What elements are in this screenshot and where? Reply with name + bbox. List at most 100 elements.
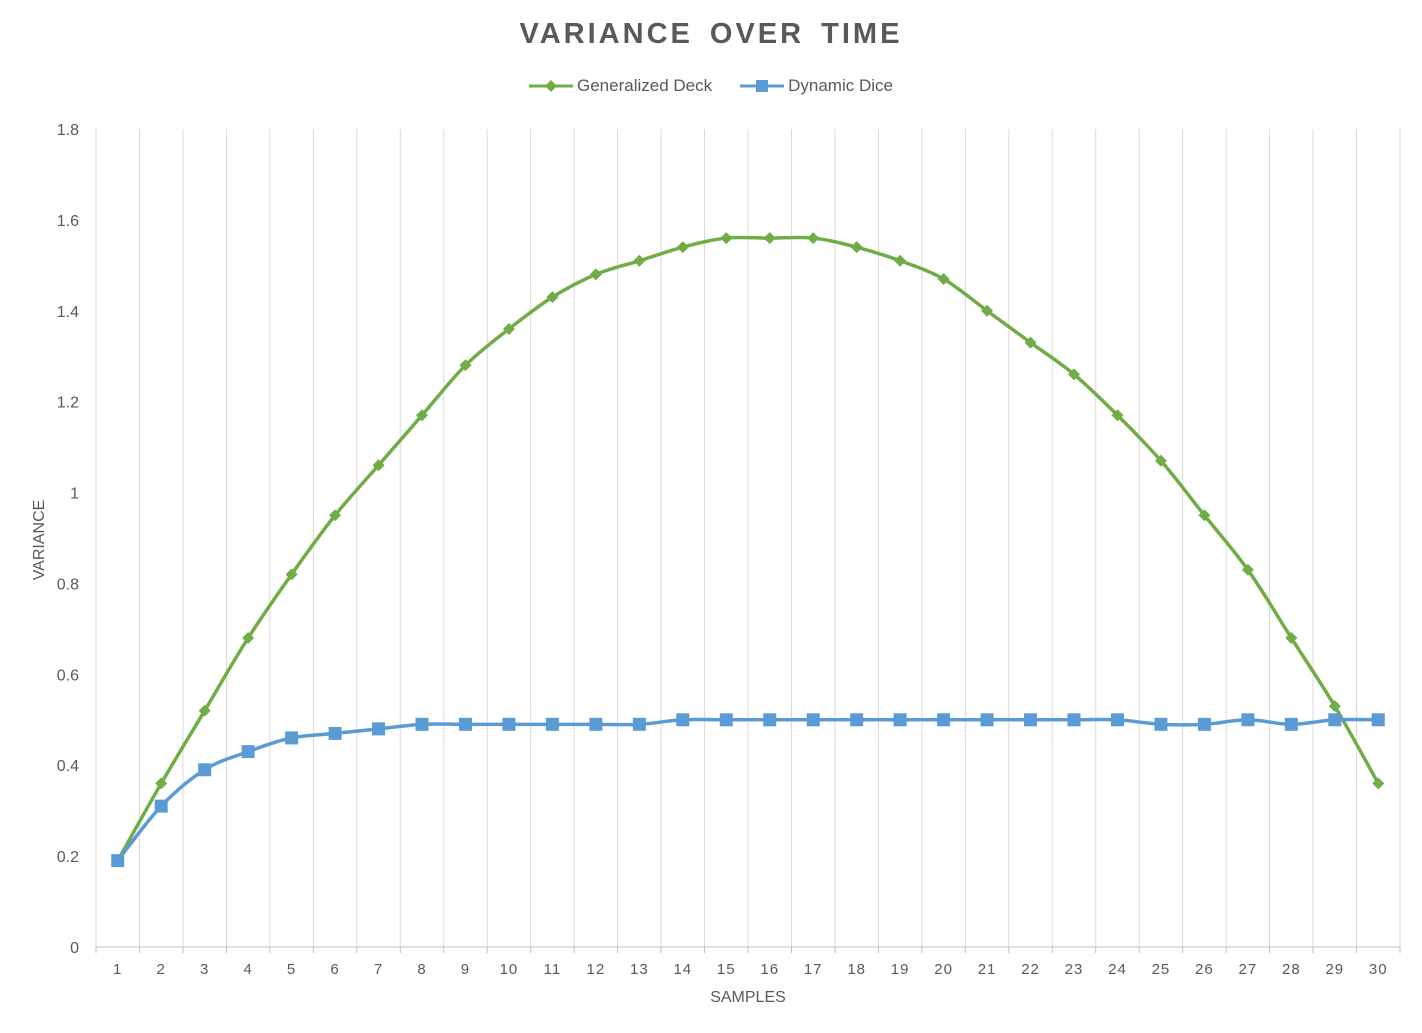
data-point-square [502,717,516,731]
x-tick-label: 6 [330,961,339,978]
data-point-diamond [459,359,472,372]
y-tick-label: 0.4 [57,758,79,775]
x-tick-label: 28 [1282,961,1301,978]
legend-label-series-2: Dynamic Dice [788,76,893,95]
x-tick-label: 10 [500,961,519,978]
data-point-diamond [242,631,255,644]
data-point-diamond [416,409,428,422]
data-point-square [719,713,733,727]
x-tick-label: 21 [978,961,997,978]
data-point-diamond [329,509,342,522]
axes: 00.20.40.60.811.21.41.61.81 2 3 4 5 6 7 8 9 10 11 1… [57,122,1401,978]
data-point-square [1284,717,1298,731]
data-point-diamond [763,232,776,245]
x-tick-label: 25 [1152,961,1171,978]
x-tick-label: 13 [630,961,649,978]
y-tick-label: 1.2 [57,395,79,412]
data-point-square [328,726,342,740]
data-point-diamond [1328,700,1341,713]
x-tick-label: 8 [417,961,426,978]
data-point-diamond [372,459,385,472]
x-tick-label: 19 [891,961,910,978]
legend-swatch-square-icon [740,80,785,92]
x-tick-label: 12 [587,961,606,978]
y-tick-label: 0.2 [57,849,79,866]
data-point-square [1371,713,1385,727]
x-tick-label: 23 [1065,961,1084,978]
y-tick-label: 1.4 [57,304,79,321]
x-tick-label: 30 [1369,961,1388,978]
data-point-square [806,713,820,727]
data-point-square [980,713,994,727]
data-point-square [589,717,603,731]
x-tick-label: 15 [717,961,736,978]
data-point-diamond [1241,563,1254,576]
data-point-diamond [1198,509,1211,522]
x-tick-label: 22 [1021,961,1040,978]
y-tick-label: 0.8 [57,576,79,593]
data-point-diamond [720,232,733,245]
x-tick-label: 2 [157,961,166,978]
data-point-diamond [502,322,515,335]
x-tick-label: 29 [1325,961,1344,978]
data-point-diamond [1068,368,1080,381]
y-tick-label: 0.6 [57,667,79,684]
chart-legend: Generalized Deck Dynamic Dice [0,76,1422,96]
data-point-diamond [1372,777,1385,790]
x-tick-label: 24 [1108,961,1127,978]
y-tick-label: 1.6 [57,213,79,230]
data-point-diamond [1024,336,1037,349]
data-point-diamond [589,268,602,281]
data-point-diamond [1154,454,1167,467]
data-point-diamond [546,291,559,304]
x-tick-label: 26 [1195,961,1214,978]
data-point-diamond [981,304,994,317]
data-point-diamond [894,254,907,267]
data-point-square [1154,717,1168,731]
legend-label-series-1: Generalized Deck [577,76,713,95]
data-point-diamond [1111,409,1124,422]
data-point-square [1328,713,1342,727]
data-point-square [937,713,951,727]
data-point-square [763,713,777,727]
series-line [116,235,1380,862]
y-tick-label: 0 [70,940,79,957]
data-point-diamond [633,254,646,267]
x-tick-label: 18 [847,961,866,978]
data-point-square [111,854,125,868]
legend-item-series-2: Dynamic Dice [740,76,893,96]
x-tick-label: 16 [760,961,779,978]
data-point-square [285,731,299,745]
data-point-diamond [676,241,689,254]
x-tick-label: 3 [200,961,209,978]
data-point-square [415,717,429,731]
legend-swatch-diamond-icon [529,80,573,92]
data-point-square [1241,713,1255,727]
data-point-diamond [937,272,950,285]
legend-item-series-1: Generalized Deck [529,76,712,96]
chart-title: VARIANCE OVER TIME [519,18,903,50]
data-point-diamond [155,777,168,790]
y-tick-label: 1 [70,486,79,503]
x-tick-label: 7 [374,961,383,978]
y-tick-label: 1.8 [57,122,79,139]
x-tick-label: 20 [934,961,953,978]
data-point-square [198,763,212,777]
data-point-square [850,713,864,727]
data-point-square [1110,713,1124,727]
x-axis-title: SAMPLES [710,989,786,1006]
data-point-square [154,799,168,813]
x-tick-label: 4 [243,961,252,978]
x-tick-label: 17 [804,961,823,978]
x-tick-label: 14 [673,961,692,978]
data-point-square [458,717,472,731]
x-tick-label: 9 [461,961,470,978]
data-point-diamond [850,241,863,254]
gridlines [95,129,1401,947]
x-tick-label: 11 [544,961,562,978]
data-point-diamond [285,568,298,581]
data-point-diamond [1285,631,1298,644]
data-point-square [1197,717,1211,731]
data-point-square [545,717,559,731]
